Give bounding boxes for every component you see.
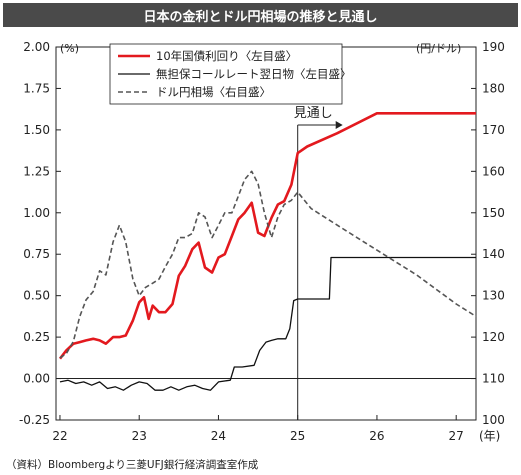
left-tick-label: 1.00 — [23, 206, 50, 220]
right-tick-label: 110 — [482, 372, 505, 386]
x-tick-label: 22 — [52, 429, 67, 443]
right-tick-label: 140 — [482, 247, 505, 261]
left-tick-label: 1.50 — [23, 123, 50, 137]
forecast-arrowhead — [335, 121, 343, 129]
series-line-1 — [58, 112, 476, 360]
legend-label-3: ドル円相場〈右目盛〉 — [156, 85, 271, 99]
chart-title: 日本の金利とドル円相場の推移と見通し — [3, 3, 518, 27]
left-tick-label: -0.25 — [19, 413, 50, 427]
right-tick-label: 190 — [482, 40, 505, 54]
legend-label-1: 10年国債利回り〈左目盛〉 — [156, 49, 297, 63]
right-tick-label: 120 — [482, 330, 505, 344]
right-tick-label: 130 — [482, 289, 505, 303]
left-tick-label: 0.50 — [23, 289, 50, 303]
right-tick-label: 160 — [482, 164, 505, 178]
right-axis-unit: (円/ドル) — [416, 42, 461, 55]
left-tick-label: 0.00 — [23, 372, 50, 386]
x-axis-unit: (年) — [479, 429, 500, 443]
left-tick-label: 2.00 — [23, 40, 50, 54]
x-tick-label: 25 — [290, 429, 305, 443]
right-tick-label: 150 — [482, 206, 505, 220]
legend-label-2: 無担保コールレート翌日物〈左目盛〉 — [156, 67, 352, 81]
x-tick-label: 27 — [449, 429, 464, 443]
left-tick-label: 0.75 — [23, 247, 50, 261]
forecast-label: 見通し — [294, 106, 333, 121]
left-tick-label: 0.25 — [23, 330, 50, 344]
left-tick-label: 1.75 — [23, 81, 50, 95]
left-axis-unit: (%) — [60, 42, 79, 55]
right-tick-label: 180 — [482, 81, 505, 95]
right-tick-label: 170 — [482, 123, 505, 137]
x-tick-label: 24 — [211, 429, 226, 443]
right-tick-label: 100 — [482, 413, 505, 427]
x-tick-label: 23 — [132, 429, 147, 443]
series-line-3 — [59, 170, 477, 359]
x-tick-label: 26 — [369, 429, 384, 443]
left-tick-label: 1.25 — [23, 164, 50, 178]
series-line-2 — [59, 256, 476, 391]
source-note: （資料）Bloombergより三菱UFJ銀行経済調査室作成 — [6, 458, 259, 471]
